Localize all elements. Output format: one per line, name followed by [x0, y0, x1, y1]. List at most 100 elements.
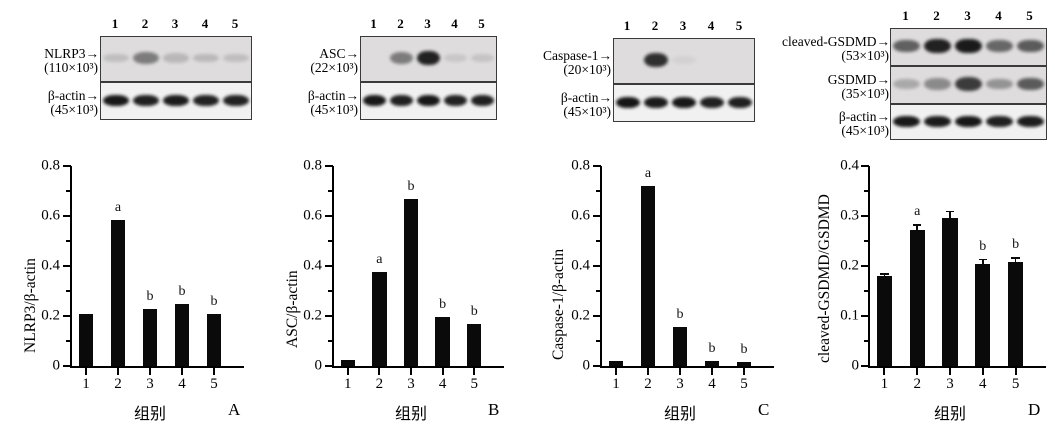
protein-band — [924, 38, 951, 54]
protein-band — [389, 52, 414, 64]
y-tick-label: 0 — [314, 357, 323, 374]
protein-name: β-actin→ — [838, 109, 890, 124]
y-tick-major — [325, 215, 333, 217]
x-tick-label: 1 — [612, 376, 620, 392]
lane-number: 2 — [651, 18, 659, 33]
protein-band — [362, 94, 387, 106]
error-bar-cap — [1011, 257, 1020, 259]
band-cell — [361, 83, 388, 119]
protein-band — [389, 94, 414, 106]
protein-band — [924, 78, 951, 90]
x-tick — [213, 368, 215, 375]
lane-number: 5 — [231, 16, 239, 31]
band-cell — [922, 29, 953, 65]
y-tick-label: 0.6 — [303, 207, 322, 224]
molecular-weight: (45×10³) — [310, 102, 358, 118]
panel-letter: A — [228, 400, 241, 419]
protein-band — [986, 115, 1013, 127]
protein-name: β-actin→ — [560, 90, 612, 105]
y-tick-label: 0.4 — [840, 157, 859, 174]
y-tick-major — [325, 315, 333, 317]
x-tick-label: 3 — [146, 376, 154, 392]
lane-number: 4 — [451, 16, 458, 31]
protein-band — [671, 56, 697, 64]
band-cell — [388, 37, 415, 81]
lane-number: 2 — [397, 16, 404, 31]
y-tick-major — [861, 265, 869, 267]
y-tick-minor — [864, 190, 869, 192]
chart-c: 0 0.2 0.4 0.6 0.8 1 a 2 b 3 b 4 b 5 Caspase-1/β-actin 组… — [520, 148, 784, 423]
y-tick-label: 0.8 — [303, 157, 322, 174]
band-cell — [221, 83, 251, 119]
y-tick-minor — [596, 190, 601, 192]
y-tick-label: 0.8 — [571, 157, 590, 174]
band-cell — [922, 105, 953, 139]
protein-name: β-actin→ — [47, 88, 99, 103]
protein-band — [893, 79, 920, 89]
band-cell — [221, 37, 251, 81]
bar — [372, 272, 387, 366]
protein-band — [955, 77, 982, 91]
y-tick-major — [861, 315, 869, 317]
band-cell — [698, 39, 726, 83]
y-tick-major — [593, 165, 601, 167]
error-bar-cap — [978, 258, 987, 261]
x-tick — [378, 368, 381, 375]
significance-letter: b — [740, 341, 748, 357]
y-tick-label: 0 — [851, 357, 860, 374]
protein-band — [893, 39, 920, 53]
x-tick-label: 3 — [946, 376, 954, 392]
x-tick — [679, 368, 681, 375]
bar — [466, 324, 482, 366]
band-cell — [131, 37, 161, 81]
blot-row-label-caspase-1: Caspase-1→ (20×10³) — [471, 48, 612, 77]
y-tick-minor — [596, 340, 601, 342]
gel-strip-gsdmd — [890, 66, 1047, 104]
significance-letter: b — [439, 296, 447, 312]
blot-row-label-β-actin: β-actin→ (45×10³) — [471, 90, 612, 119]
band-cell — [726, 85, 754, 121]
significance-letter: a — [914, 204, 921, 219]
band-cell — [614, 85, 642, 121]
protein-band — [193, 94, 219, 106]
gel-strip-cleaved-gsdmd — [890, 28, 1047, 66]
blot-row-label-asc: ASC→ (22×10³) — [218, 46, 359, 75]
x-tick-label: 4 — [708, 376, 716, 392]
y-tick-minor — [328, 290, 333, 292]
y-axis-label: Caspase-1/β-actin — [550, 248, 567, 360]
protein-name: ASC→ — [319, 46, 359, 61]
gel-strip-β-actin — [890, 104, 1047, 140]
band-cell — [161, 83, 191, 119]
y-tick-minor — [328, 340, 333, 342]
gel-strip-β-actin — [360, 82, 497, 120]
error-bar — [982, 258, 984, 264]
significance-letter: b — [708, 340, 716, 356]
x-axis — [332, 366, 504, 368]
lane-number: 3 — [679, 18, 687, 33]
x-tick-label: 3 — [407, 376, 415, 392]
y-tick-major — [593, 315, 601, 317]
x-tick — [85, 368, 87, 375]
pointer-arrow-icon: → — [876, 72, 890, 87]
y-tick-label: 0.2 — [571, 307, 590, 324]
bar — [909, 229, 925, 366]
band-cell — [891, 67, 922, 103]
band-cell — [415, 37, 442, 81]
blot-row-label-cleaved-gsdmd: cleaved-GSDMD→ (53×10³) — [749, 34, 890, 63]
bar — [672, 327, 688, 366]
error-bar-cap — [912, 224, 922, 226]
band-cell — [891, 105, 922, 139]
panel-letter: D — [1028, 400, 1041, 419]
gel-strip-asc — [360, 36, 497, 82]
chart-d: 0 0.1 0.2 0.3 0.4 1 a 2 3 b 4 b 5 cleaved-GSDMD/GSDMD… — [790, 148, 1055, 423]
band-cell — [726, 39, 754, 83]
band-cell — [101, 37, 131, 81]
panel-c: 1 2 3 4 5 Caspase-1→ (20×10³) β-actin→ (45×10³) … — [520, 0, 784, 423]
band-cell — [698, 85, 726, 121]
lane-number: 1 — [370, 16, 377, 31]
band-cell — [415, 83, 442, 119]
band-cell — [891, 29, 922, 65]
protein-band — [986, 39, 1013, 53]
x-tick — [181, 368, 183, 375]
protein-band — [103, 94, 129, 106]
